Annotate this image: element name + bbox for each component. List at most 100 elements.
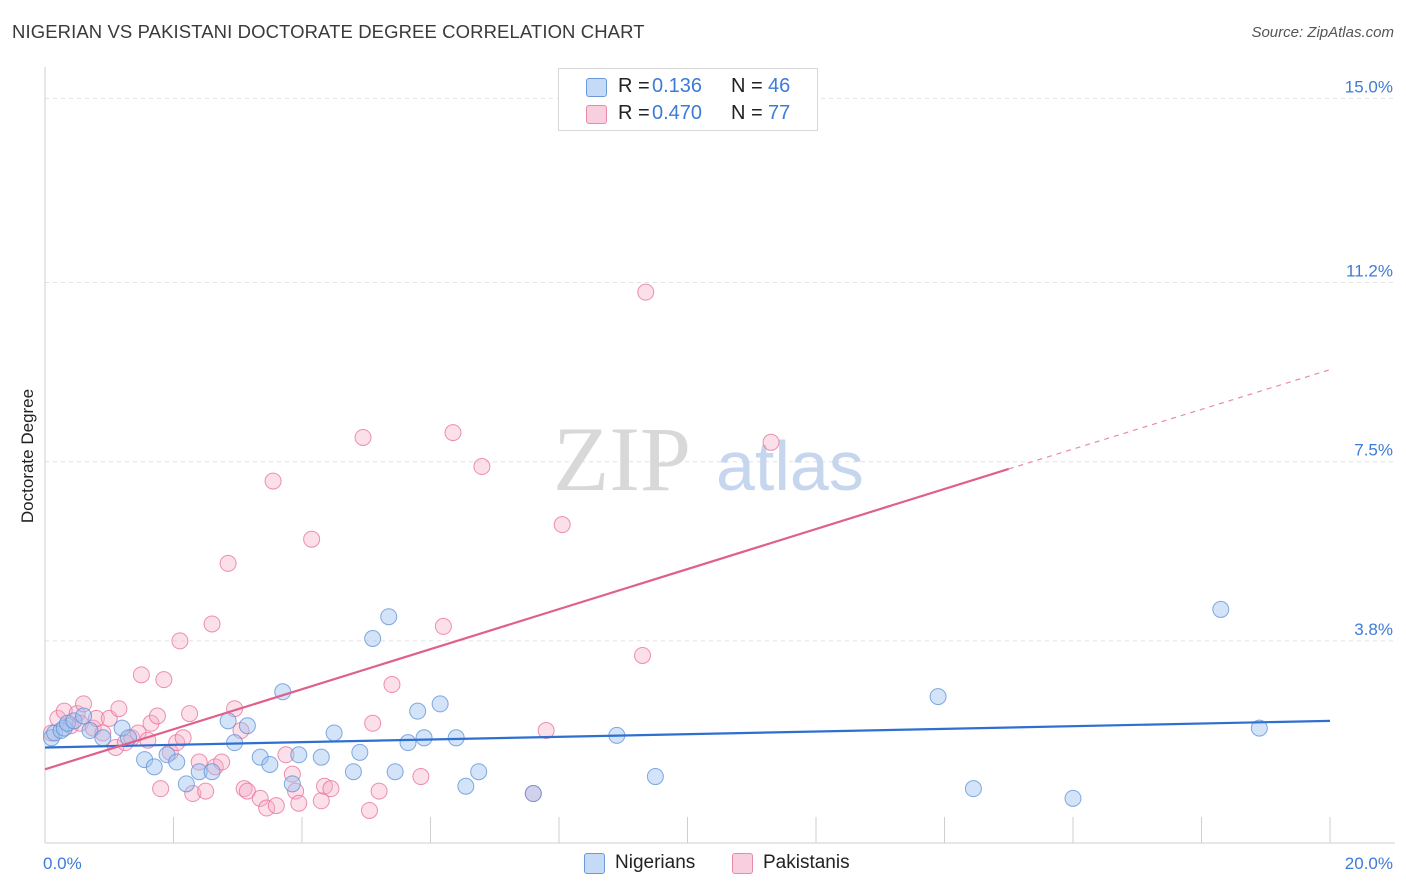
series-swatch-pakistanis (732, 853, 753, 874)
chart-title: NIGERIAN VS PAKISTANI DOCTORATE DEGREE C… (12, 21, 645, 42)
pakistani-point (75, 695, 93, 713)
legend-swatch-nigerians (586, 78, 607, 97)
pakistani-point (322, 780, 340, 798)
pakistani-point (152, 780, 170, 798)
nigerian-point (431, 695, 449, 713)
nigerian-point (75, 707, 93, 725)
nigerian-point (290, 746, 308, 764)
pakistani-point (312, 792, 330, 810)
legend-r-value: 0.470 (652, 102, 703, 124)
legend-n-label: N = (731, 102, 763, 124)
nigerian-point (203, 763, 221, 781)
nigerian-point (94, 729, 112, 747)
nigerian-point (177, 775, 195, 793)
pakistani-point (258, 799, 276, 817)
series-label-pakistanis: Pakistanis (763, 852, 850, 873)
series-swatch-nigerians (584, 853, 605, 874)
nigerian-point (399, 734, 417, 752)
nigerian-point (283, 775, 301, 793)
legend-row-nigerians: R = 0.136 N = 46 (559, 74, 817, 100)
legend-r-label: R = (618, 102, 650, 124)
axis-layer (44, 67, 1395, 844)
legend-n-value: 77 (768, 102, 791, 124)
trend-layer (44, 369, 1331, 771)
pakistani-point (762, 433, 780, 451)
nigerian-point (344, 763, 362, 781)
y-axis-label: Doctorate Degree (18, 389, 37, 523)
pakistani-point (132, 666, 150, 684)
nigerian-point (55, 719, 73, 737)
nigerian-point (1064, 789, 1082, 807)
nigerian-point (457, 777, 475, 795)
legend-row-pakistanis: R = 0.470 N = 77 (559, 101, 817, 127)
nigerian-point (136, 751, 154, 769)
pakistani-point (110, 700, 128, 718)
watermark-atlas: atlas (716, 427, 864, 505)
y-tick-label: 11.2% (1346, 261, 1393, 280)
y-tick-label: 3.8% (1354, 620, 1393, 639)
nigerian-point (158, 746, 176, 764)
nigerian-point (58, 714, 76, 732)
pakistani-point (94, 724, 112, 742)
pakistani-point (364, 714, 382, 732)
nigerian-point (219, 712, 237, 730)
pakistani-point (537, 722, 555, 740)
legend-n-label: N = (731, 75, 763, 97)
nigerian-point (261, 755, 279, 773)
pakistani-point (444, 424, 462, 442)
pakistani-point (264, 472, 282, 490)
pakistani-point (434, 617, 452, 635)
nigerian-point (964, 780, 982, 798)
pakistani-point (251, 789, 269, 807)
pakistani-point (181, 705, 199, 723)
legend-r-label: R = (618, 75, 650, 97)
pakistani-point (553, 516, 571, 534)
nigerian-point (312, 748, 330, 766)
legend-n-value: 46 (768, 75, 791, 97)
pakistani-point (290, 794, 308, 812)
x-tick-label: 20.0% (1345, 854, 1393, 873)
pakistani-point (155, 671, 173, 689)
nigerian-point (42, 729, 60, 747)
pakistani-point (174, 729, 192, 747)
nigerian-point (251, 748, 269, 766)
nigerian-point (409, 702, 427, 720)
nigerian-point (145, 758, 163, 776)
nigerian-point (52, 722, 70, 740)
chart-source: Source: ZipAtlas.com (1251, 24, 1394, 41)
nigerian-point (190, 763, 208, 781)
pakistani-point (203, 615, 221, 633)
pakistani-point (277, 746, 295, 764)
nigerian-point (524, 785, 542, 803)
nigerian-point (380, 608, 398, 626)
nigerian-point (1250, 719, 1268, 737)
pakistani-point (473, 458, 491, 476)
nigerian-point (415, 729, 433, 747)
nigerian-point (386, 763, 404, 781)
pakistani-trend-line (44, 467, 1010, 771)
tick-label-layer: 3.8% 7.5% 11.2% 15.0% 0.0% 20.0% (43, 77, 1393, 873)
nigerian-point (646, 768, 664, 786)
pakistani-point (184, 785, 202, 803)
x-tick-label: 0.0% (43, 854, 82, 873)
pakistani-point (148, 707, 166, 725)
pakistani-point (634, 646, 652, 664)
y-tick-label: 7.5% (1354, 441, 1393, 460)
legend-swatch-pakistanis (586, 105, 607, 124)
nigerian-point (113, 719, 131, 737)
watermark: ZIP atlas (553, 408, 864, 510)
pakistani-point (235, 780, 253, 798)
pakistani-point (171, 632, 189, 650)
series-label-nigerians: Nigerians (615, 852, 696, 873)
pakistani-point (219, 554, 237, 572)
nigerian-point (351, 743, 369, 761)
correlation-legend: R = 0.136 N = 46 R = 0.470 N = 77 (558, 68, 818, 131)
nigerian-point (81, 722, 99, 740)
pakistani-point (267, 797, 285, 815)
pakistani-point (197, 782, 215, 800)
pakistani-point (238, 782, 256, 800)
legend-r-value: 0.136 (652, 75, 703, 97)
pakistani-point (283, 765, 301, 783)
nigerian-point (168, 753, 186, 771)
